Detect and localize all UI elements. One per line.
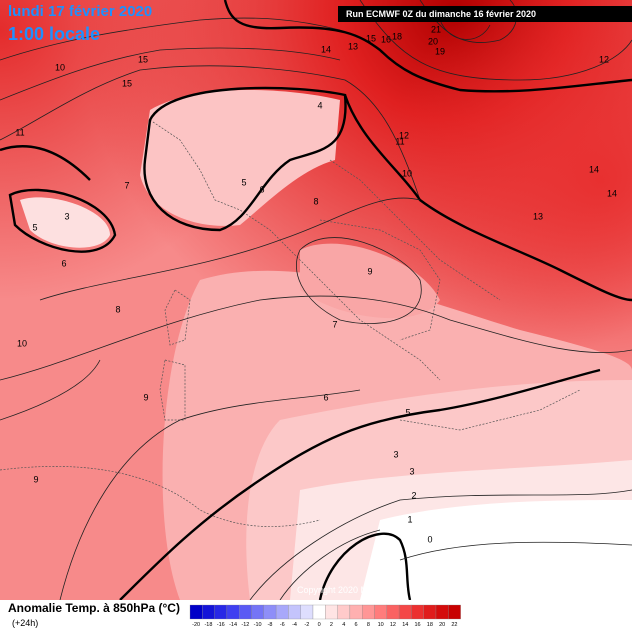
colorbar-label: -16	[217, 622, 225, 628]
colorbar-label: 22	[451, 622, 457, 628]
colorbar-label: 10	[378, 622, 384, 628]
contour-label: 8	[115, 304, 120, 314]
contour-label: 14	[321, 44, 331, 54]
colorbar-cell	[337, 604, 351, 620]
colorbar-cell	[398, 604, 412, 620]
contour-label: 10	[402, 168, 412, 178]
contour-label: 5	[241, 177, 246, 187]
colorbar-label: -6	[280, 622, 285, 628]
contour-label: 6	[323, 392, 328, 402]
colorbar-label: -2	[304, 622, 309, 628]
contour-label: 9	[367, 266, 372, 276]
contour-label: 10	[55, 62, 65, 72]
colorbar-cell	[374, 604, 387, 620]
colorbar-cell	[275, 604, 289, 620]
colorbar-label: -8	[268, 622, 273, 628]
contour-label: 15	[366, 33, 376, 43]
contour-label: 21	[431, 24, 441, 34]
colorbar-cell	[263, 604, 277, 620]
contour-label: 3	[409, 466, 414, 476]
colorbar-label: -14	[229, 622, 237, 628]
colorbar-label: -10	[254, 622, 262, 628]
colorbar: -20 -18 -16 -14 -12 -10 -8 -6 -4 -2 0 2 4 6 8 10 12 14 16 1…	[189, 604, 461, 628]
contour-label: 13	[348, 41, 358, 51]
contour-label: 5	[32, 222, 37, 232]
colorbar-label: 4	[342, 622, 345, 628]
copyright: Copyright 2020 Meteociel.fr	[297, 585, 407, 595]
contour-label: 0	[427, 534, 432, 544]
contour-label: 13	[533, 211, 543, 221]
contour-label: 14	[607, 188, 617, 198]
colorbar-label: 6	[355, 622, 358, 628]
colorbar-cell	[411, 604, 424, 620]
colorbar-cell	[448, 604, 461, 620]
contour-label: 16	[381, 34, 391, 44]
colorbar-label: 20	[439, 622, 445, 628]
colorbar-label: -4	[292, 622, 297, 628]
colorbar-cell	[288, 604, 301, 620]
colorbar-label: -20	[192, 622, 200, 628]
contour-label: 2	[411, 490, 416, 500]
colorbar-cell	[325, 604, 338, 620]
colorbar-cell	[214, 604, 228, 620]
colorbar-cell	[202, 604, 215, 620]
colorbar-cell	[226, 604, 240, 620]
colorbar-cell	[312, 604, 326, 620]
coastlines	[0, 119, 581, 527]
colorbar-label: 2	[330, 622, 333, 628]
legend-title: Anomalie Temp. à 850hPa (°C)	[8, 601, 180, 615]
contour-label: 11	[395, 136, 404, 146]
colorbar-label: 18	[427, 622, 433, 628]
colorbar-cell	[300, 604, 314, 620]
colorbar-cell	[423, 604, 437, 620]
contour-label: 8	[313, 196, 318, 206]
run-box	[338, 6, 632, 22]
colorbar-label: 16	[414, 622, 420, 628]
contour-label: 15	[122, 78, 132, 88]
contour-label: 19	[435, 46, 445, 56]
contour-label: 4	[317, 100, 322, 110]
contour-label: 12	[599, 54, 609, 64]
contour-label: 3	[64, 211, 69, 221]
colorbar-cell	[189, 604, 203, 620]
contour-label: 12	[399, 130, 409, 140]
colorbar-cell	[239, 604, 252, 620]
colorbar-cell	[251, 604, 264, 620]
run: Run ECMWF 0Z du dimanche 16 février 2020	[346, 9, 536, 19]
contour-label: 7	[124, 180, 129, 190]
colorbar-label: 0	[318, 622, 321, 628]
colorbar-cell	[362, 604, 375, 620]
colorbar-label: -18	[204, 622, 212, 628]
contour-label: 6	[259, 184, 264, 194]
contour-label: 6	[61, 258, 66, 268]
contour-label: 3	[393, 449, 398, 459]
colorbar-cell	[349, 604, 363, 620]
contour-label: 15	[138, 54, 148, 64]
contour-label: 9	[143, 392, 148, 402]
contour-label: 10	[17, 338, 27, 348]
date: lundi 17 février 2020	[8, 3, 152, 20]
legend-lead: (+24h)	[12, 618, 38, 628]
contour-label: 7	[332, 319, 337, 329]
colorbar-cell	[386, 604, 400, 620]
colorbar-label: 14	[402, 622, 408, 628]
contour-label: 11	[15, 127, 24, 137]
contour-label: 9	[33, 474, 38, 484]
contour-label: 14	[589, 164, 599, 174]
time: 1:00 locale	[8, 24, 100, 44]
contour-label: 1	[407, 514, 412, 524]
colorbar-cell	[435, 604, 449, 620]
contours	[0, 0, 632, 601]
contour-label: 5	[405, 407, 410, 417]
colorbar-label: 12	[390, 622, 396, 628]
contour-label: 20	[428, 36, 438, 46]
colorbar-label: 8	[367, 622, 370, 628]
contour-label: 18	[392, 31, 402, 41]
field	[0, 0, 632, 600]
colorbar-label: -12	[241, 622, 249, 628]
